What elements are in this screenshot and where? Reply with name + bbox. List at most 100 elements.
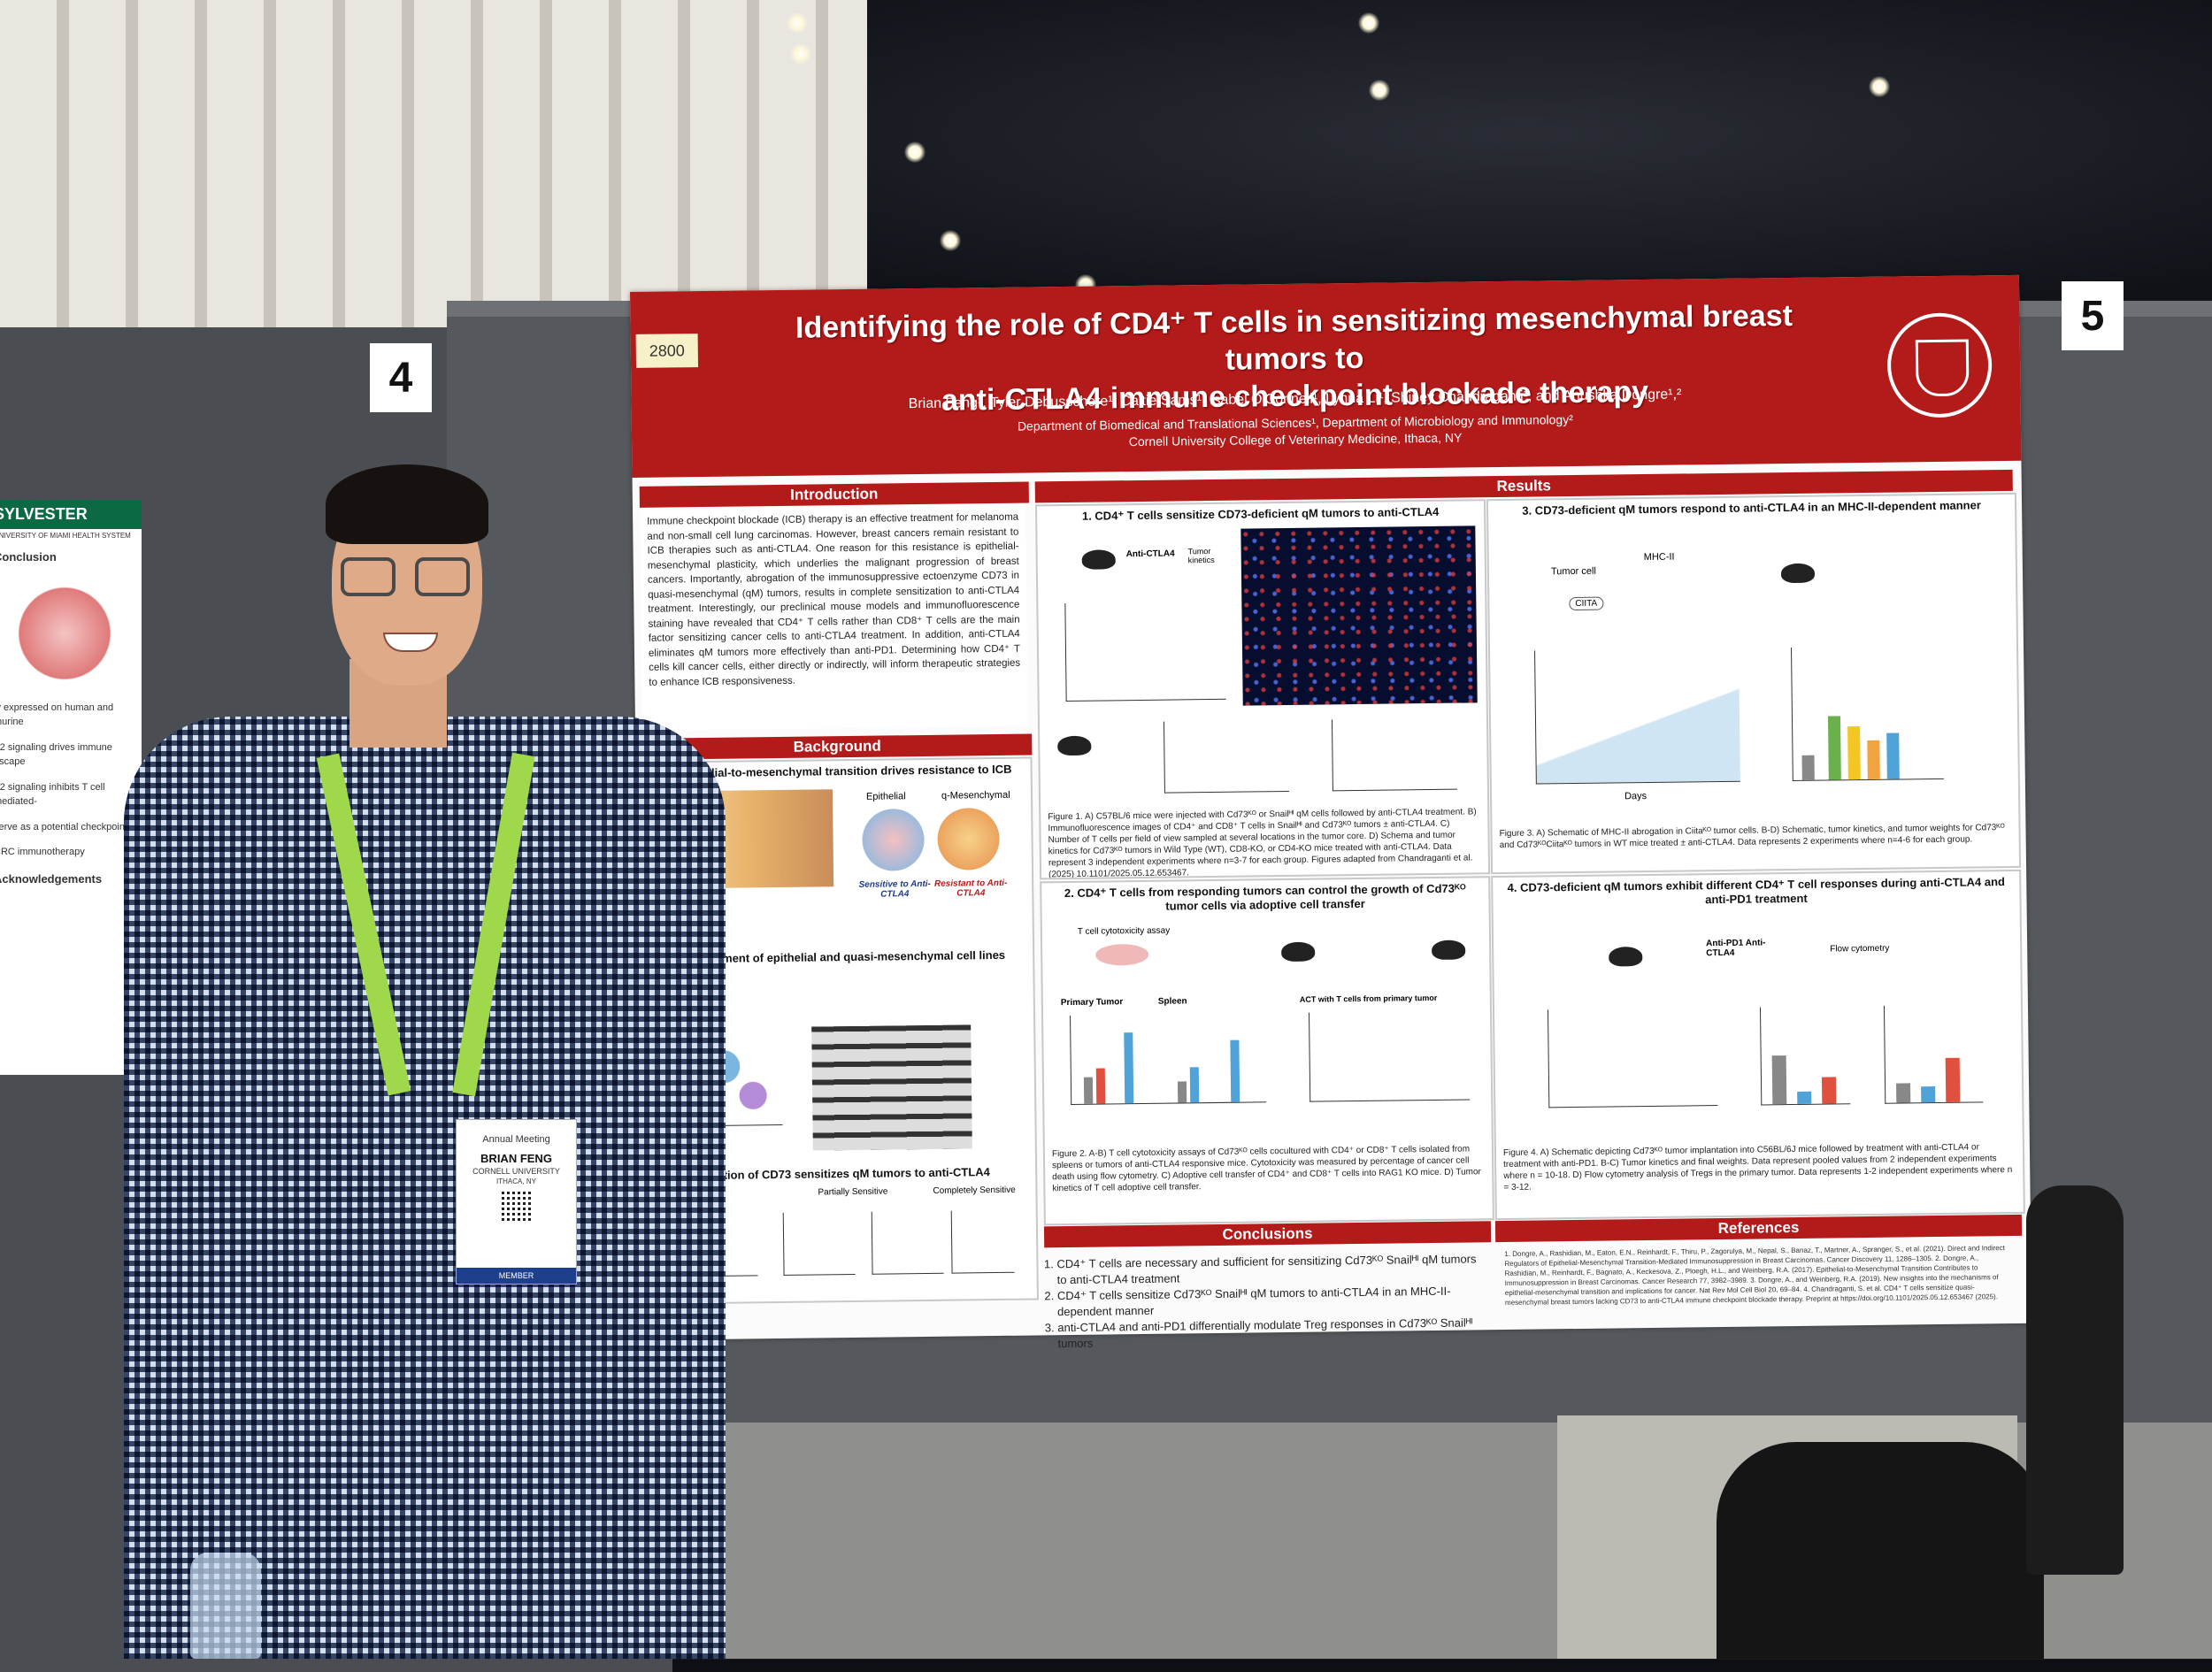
bar xyxy=(1177,1081,1187,1103)
booth-number-card: 5 xyxy=(2062,281,2124,350)
qmes-tumor-diagram xyxy=(937,807,1001,871)
bar xyxy=(1821,1077,1837,1104)
glasses-lens xyxy=(415,557,470,596)
poster-number-tag: 2800 xyxy=(635,334,699,368)
references-text: 1. Dongre, A., Rashidian, M., Eaton, E.N… xyxy=(1504,1244,2005,1308)
coculture-dish xyxy=(1095,943,1149,966)
complete-label: Completely Sensitive xyxy=(933,1185,1016,1196)
conclusion-item: anti-CTLA4 and anti-PD1 differentially m… xyxy=(1057,1315,1482,1352)
bar xyxy=(1124,1032,1134,1104)
figure-4-caption: Figure 4. A) Schematic depicting Cd73ᴷᴼ … xyxy=(1502,1142,2013,1193)
bar xyxy=(1083,1077,1094,1104)
tumor-cell-label: Tumor cell xyxy=(1550,565,1596,578)
results-panel-1: 1. CD4⁺ T cells sensitize CD73-deficient… xyxy=(1034,499,1491,880)
act-label: ACT with T cells from primary tumor xyxy=(1299,993,1438,1004)
neighbor-poster: SYLVESTER UNIVERSITY OF MIAMI HEALTH SYS… xyxy=(0,500,142,1075)
tumor-growth-chart xyxy=(782,1211,856,1276)
bar xyxy=(1847,726,1861,780)
treg-flow-chart xyxy=(1883,1004,1984,1104)
ceiling-light xyxy=(1369,80,1390,101)
bar xyxy=(1827,716,1841,780)
qr-code-icon xyxy=(501,1191,532,1221)
tumor-growth-chart xyxy=(871,1210,944,1275)
spleen-label: Spleen xyxy=(1157,996,1187,1007)
results-panel-3: 3. CD73-deficient qM tumors respond to a… xyxy=(1486,492,2022,875)
ceiling-light xyxy=(904,142,926,163)
mouse-icon xyxy=(1609,947,1643,967)
epithelial-label: Epithelial xyxy=(865,791,906,802)
kinetics-label: Tumor kinetics xyxy=(1187,547,1215,565)
conclusion-item: CD4⁺ T cells are necessary and sufficien… xyxy=(1056,1251,1481,1288)
mouse-icon xyxy=(1081,549,1116,570)
tumor-kinetics-chart xyxy=(1534,648,1740,785)
neighbor-logo: SYLVESTER xyxy=(0,500,142,529)
badge-name: BRIAN FENG xyxy=(480,1152,552,1165)
act-tumor-kinetics-chart xyxy=(1309,1010,1471,1102)
badge-affiliation: CORNELL UNIVERSITY xyxy=(472,1167,560,1176)
immunofluorescence-image xyxy=(1240,525,1478,706)
bar xyxy=(1945,1057,1961,1102)
conclusions-heading: Conclusions xyxy=(1043,1221,1492,1248)
assay-label: T cell cytotoxicity assay xyxy=(1077,925,1171,937)
presenter: Annual Meeting BRIAN FENG CORNELL UNIVER… xyxy=(124,460,726,1659)
result-1-title: 1. CD4⁺ T cells sensitize CD73-deficient… xyxy=(1081,504,1440,523)
ceiling-light xyxy=(940,230,961,251)
presenter-hair xyxy=(326,464,488,544)
mouse-icon xyxy=(1057,735,1092,756)
bar xyxy=(1867,740,1880,779)
bar xyxy=(1230,1039,1240,1102)
primary-tumor-label: Primary Tumor xyxy=(1060,997,1124,1009)
tumor-growth-chart xyxy=(950,1209,1015,1274)
treatment-label: Anti-CTLA4 xyxy=(1125,548,1175,560)
ceiling-light xyxy=(790,43,811,65)
bar xyxy=(1189,1067,1200,1103)
water-bottle xyxy=(190,1553,261,1659)
result-3-title: 3. CD73-deficient qM tumors respond to a… xyxy=(1522,498,1981,518)
tumor-weight-chart xyxy=(1791,645,1944,781)
figure-1-caption: Figure 1. A) C57BL/6 mice were injected … xyxy=(1048,807,1477,880)
t-cell-count-chart xyxy=(1064,601,1226,702)
ceiling-light xyxy=(1869,76,1890,97)
poster-title-line: Identifying the role of CD4⁺ T cells in … xyxy=(795,298,1793,377)
backpack xyxy=(1717,1442,2044,1659)
conclusion-item: CD4⁺ T cells sensitize Cd73ᴷᴼ Snailᴴᴵ qM… xyxy=(1057,1283,1482,1320)
bar xyxy=(1886,732,1900,779)
bar xyxy=(1797,1091,1812,1104)
cytotoxicity-chart xyxy=(1070,1013,1267,1105)
mouse-icon xyxy=(1432,940,1466,960)
days-axis-label: Days xyxy=(1624,791,1647,802)
neighbor-logo-sub: UNIVERSITY OF MIAMI HEALTH SYSTEM xyxy=(0,532,131,540)
tumor-weight-chart xyxy=(1759,1006,1851,1106)
epithelial-tumor-diagram xyxy=(862,808,926,871)
glasses-icon xyxy=(341,557,473,596)
bar xyxy=(1771,1055,1787,1105)
treatment-arms-label: Anti-PD1 Anti-CTLA4 xyxy=(1706,938,1766,959)
flow-label: Flow cytometry xyxy=(1830,943,1890,955)
mouse-icon xyxy=(1780,563,1816,584)
neighbor-line: T2 signaling inhibits T cell mediated- xyxy=(0,781,105,808)
badge-ribbon: MEMBER xyxy=(457,1268,576,1284)
result-4-title: 4. CD73-deficient qM tumors exhibit diff… xyxy=(1507,875,2006,907)
result-2-title: 2. CD4⁺ T cells from responding tumors c… xyxy=(1064,881,1466,913)
ceiling-light xyxy=(787,12,808,34)
booth-number-card: 4 xyxy=(370,343,432,412)
resistant-label: Resistant to Anti-CTLA4 xyxy=(933,878,1008,899)
neighbor-line: ly expressed on human and murine xyxy=(0,702,114,728)
university-seal-logo xyxy=(1886,312,1993,418)
figure-3-caption: Figure 3. A) Schematic of MHC-II abrogat… xyxy=(1499,823,2005,851)
badge-location: ITHACA, NY xyxy=(496,1177,536,1185)
mhc-label: MHC-II xyxy=(1643,551,1675,564)
results-panel-4: 4. CD73-deficient qM tumors exhibit diff… xyxy=(1491,869,2025,1221)
ciita-label: CIITA xyxy=(1569,596,1604,611)
presenter-shirt xyxy=(124,717,726,1659)
sensitive-label: Sensitive to Anti-CTLA4 xyxy=(858,878,931,900)
bar xyxy=(1801,755,1815,780)
neighbor-ack-heading: Acknowledgements xyxy=(0,871,103,886)
figure-2-caption: Figure 2. A-B) T cell cytotoxicity assay… xyxy=(1051,1144,1481,1194)
neighbor-conclusion-heading: Conclusion xyxy=(0,550,57,564)
conclusions-list: CD4⁺ T cells are necessary and sufficien… xyxy=(1044,1244,1494,1359)
glasses-lens xyxy=(341,557,396,596)
qmes-label: q-Mesenchymal xyxy=(941,789,1010,801)
mouse-icon xyxy=(1281,941,1316,963)
